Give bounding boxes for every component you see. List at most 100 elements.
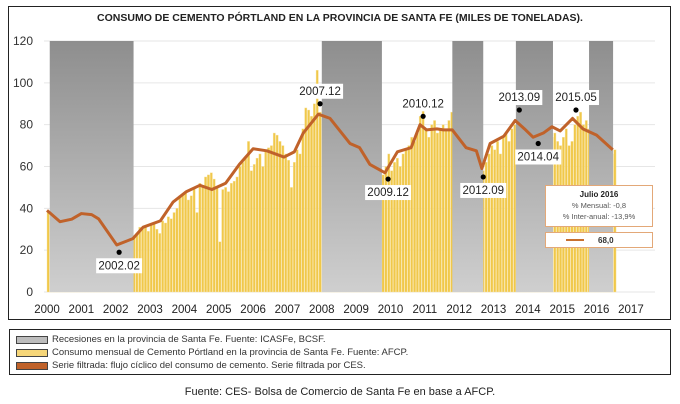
consumption-bar — [161, 220, 164, 293]
callout-monthly: % Mensual: -0,8 — [571, 201, 627, 210]
consumption-bar — [484, 162, 488, 293]
consumption-bar — [247, 141, 250, 293]
consumption-bar — [164, 222, 167, 293]
latest-value-box: 68,0 — [545, 232, 653, 248]
consumption-bar — [292, 162, 296, 293]
consumption-bar — [46, 212, 50, 293]
consumption-bar — [390, 170, 393, 293]
consumption-bar — [215, 187, 219, 293]
turning-point-label: 2014.04 — [517, 151, 559, 163]
filtered-series-line — [46, 112, 614, 247]
legend-item-consumption: Consumo mensual de Cemento Pórtland en l… — [16, 346, 664, 359]
consumption-bar — [433, 120, 436, 293]
consumption-bar — [313, 103, 316, 293]
recession-band — [515, 41, 553, 292]
annotation-box — [96, 258, 143, 274]
y-tick-label: 80 — [20, 118, 34, 132]
x-tick-label: 2005 — [206, 304, 232, 316]
consumption-bar — [381, 174, 385, 293]
annotation-box — [365, 185, 412, 201]
consumption-bar — [209, 172, 213, 293]
consumption-bar — [241, 162, 245, 293]
x-tick-label: 2013 — [481, 304, 507, 316]
consumption-bar — [189, 195, 193, 293]
consumption-bar — [232, 180, 236, 293]
consumption-bar — [187, 199, 190, 293]
legend-item-recessions: Recesiones en la provincia de Santa Fe. … — [16, 333, 664, 346]
x-tick-label: 2010 — [378, 304, 404, 316]
consumption-bar — [290, 187, 293, 293]
consumption-bar — [447, 120, 451, 293]
x-tick-label: 2004 — [172, 304, 198, 316]
consumption-bar — [227, 191, 230, 293]
consumption-bar — [144, 226, 147, 293]
annotation-box — [460, 182, 507, 198]
turning-point-label: 2007.12 — [299, 86, 341, 98]
x-tick-label: 2014 — [515, 304, 541, 316]
consumption-bar — [258, 153, 262, 293]
x-tick-label: 2000 — [34, 304, 60, 316]
consumption-bar — [304, 107, 308, 293]
x-tick-label: 2015 — [549, 304, 575, 316]
legend: Recesiones en la provincia de Santa Fe. … — [9, 329, 671, 375]
consumption-bar — [424, 128, 428, 293]
gray-swatch-icon — [16, 335, 48, 344]
consumption-bar — [244, 157, 248, 293]
consumption-bar — [436, 132, 439, 293]
orange-swatch-icon — [16, 361, 48, 370]
turning-point-marker — [480, 174, 486, 180]
consumption-bar — [396, 157, 399, 293]
consumption-bar — [393, 162, 396, 293]
recession-band — [589, 41, 614, 292]
consumption-bar — [264, 149, 268, 293]
turning-point-label: 2009.12 — [367, 187, 409, 199]
consumption-bar — [178, 195, 182, 293]
consumption-bar — [387, 153, 391, 293]
consumption-bar — [441, 124, 445, 293]
turning-point-marker — [116, 249, 122, 255]
consumption-bar — [267, 147, 270, 293]
turning-point-marker — [573, 107, 579, 113]
consumption-bar — [275, 134, 279, 293]
y-tick-label: 120 — [13, 34, 33, 48]
annotation-box — [297, 83, 344, 99]
consumption-bar — [272, 132, 276, 293]
consumption-bar — [175, 208, 179, 293]
consumption-bar — [444, 128, 448, 293]
consumption-bar — [407, 145, 411, 293]
chart-frame — [8, 6, 671, 320]
consumption-bar — [169, 218, 173, 293]
y-tick-label: 0 — [26, 285, 33, 299]
consumption-bar — [507, 141, 511, 293]
consumption-bar — [146, 231, 150, 293]
turning-point-marker — [516, 107, 522, 113]
turning-point-label: 2012.09 — [462, 185, 504, 197]
consumption-bar — [270, 145, 273, 293]
consumption-bar — [181, 193, 185, 293]
recession-band — [452, 41, 484, 292]
y-tick-label: 60 — [20, 160, 34, 174]
x-tick-label: 2007 — [275, 304, 301, 316]
consumption-bar — [252, 164, 256, 293]
line-swatch-icon — [566, 239, 584, 241]
consumption-bar — [310, 116, 313, 293]
callout-yoy: % Inter-anual: -13,9% — [562, 212, 636, 221]
turning-point-marker — [385, 176, 391, 182]
consumption-bar — [278, 141, 282, 293]
consumption-bar — [421, 103, 425, 293]
callout-title: Julio 2016 — [579, 190, 619, 199]
consumption-bar — [149, 224, 153, 293]
yellow-swatch-icon — [16, 348, 48, 357]
turning-point-label: 2015.05 — [555, 92, 597, 104]
consumption-bar — [438, 128, 442, 293]
consumption-bar — [298, 153, 302, 293]
consumption-bar — [384, 166, 388, 293]
x-tick-label: 2016 — [584, 304, 610, 316]
y-tick-label: 100 — [13, 76, 33, 90]
turning-point-marker — [535, 140, 541, 147]
consumption-bar — [490, 145, 494, 293]
consumption-bar — [155, 229, 159, 293]
consumption-bar — [224, 187, 227, 293]
x-tick-label: 2008 — [309, 304, 335, 316]
consumption-bar — [404, 149, 408, 293]
